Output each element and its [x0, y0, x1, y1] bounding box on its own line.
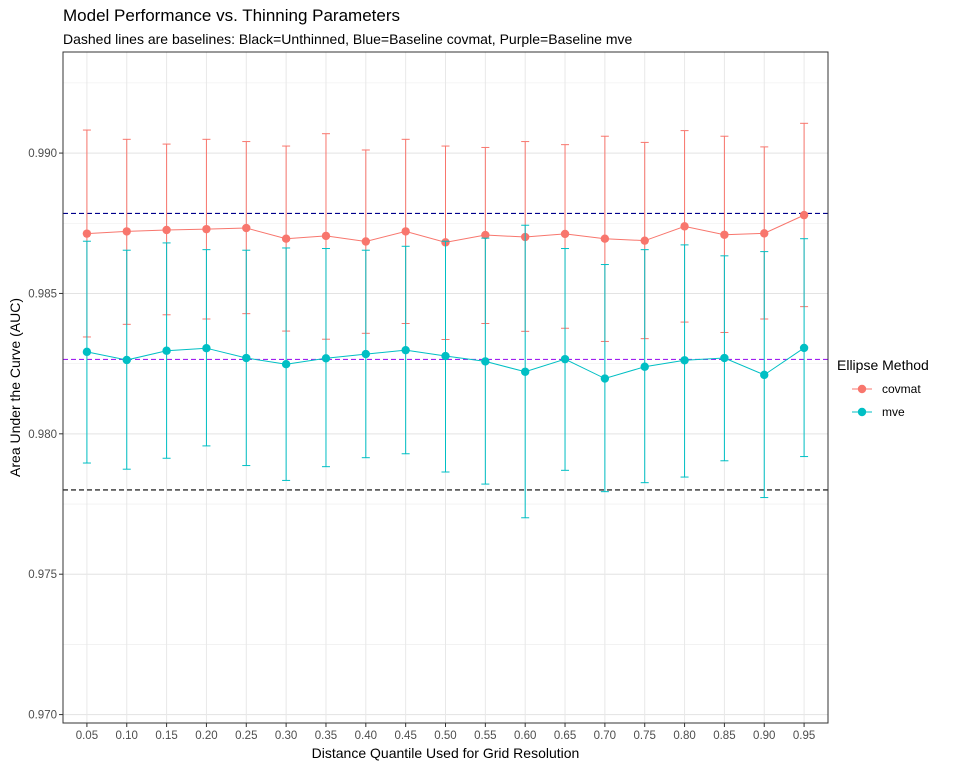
- covmat-point: [202, 224, 211, 234]
- covmat-point: [481, 230, 490, 240]
- legend-title: Ellipse Method: [837, 357, 929, 373]
- covmat-point: [600, 234, 610, 243]
- chart-subtitle: Dashed lines are baselines: Black=Unthin…: [63, 31, 633, 47]
- covmat-point: [281, 234, 291, 243]
- covmat-point: [640, 236, 649, 245]
- covmat-point: [82, 229, 92, 238]
- x-tick-label: 0.40: [355, 730, 377, 742]
- mve-point: [600, 374, 610, 383]
- mve-point: [162, 346, 171, 355]
- covmat-point: [242, 223, 251, 233]
- y-axis-title: Area Under the Curve (AUC): [7, 298, 23, 477]
- axis-layer: 0.970 0.975 0.980 0.985 0.990 0.05 0.10 0.15 0.2…: [28, 148, 815, 742]
- x-tick-label: 0.05: [76, 730, 98, 742]
- x-tick-label: 0.90: [753, 730, 775, 742]
- legend-key-point: [857, 384, 867, 394]
- covmat-point: [401, 227, 410, 236]
- y-tick-label: 0.975: [28, 569, 57, 581]
- mve-point: [640, 362, 649, 371]
- x-tick-label: 0.95: [793, 730, 815, 742]
- mve-point: [560, 354, 570, 364]
- x-tick-label: 0.50: [434, 730, 456, 742]
- y-tick-label: 0.990: [28, 148, 57, 160]
- mve-point: [122, 355, 131, 365]
- x-tick-label: 0.35: [315, 730, 337, 742]
- x-tick-label: 0.45: [394, 730, 416, 742]
- series-layer: [82, 122, 809, 519]
- x-tick-label: 0.70: [594, 730, 616, 742]
- legend-item-covmat: covmat: [852, 382, 921, 396]
- covmat-point: [122, 227, 131, 236]
- x-tick-label: 0.15: [155, 730, 177, 742]
- mve-point: [401, 345, 410, 355]
- y-tick-label: 0.985: [28, 288, 57, 300]
- mve-point: [82, 347, 92, 357]
- mve-point: [799, 343, 809, 353]
- x-tick-label: 0.75: [634, 730, 656, 742]
- y-tick-label: 0.980: [28, 429, 57, 441]
- legend: Ellipse Method covmat mve: [837, 357, 929, 419]
- chart-title: Model Performance vs. Thinning Parameter…: [63, 6, 401, 25]
- covmat-point: [361, 237, 371, 246]
- covmat-point: [760, 229, 769, 238]
- x-tick-label: 0.30: [275, 730, 297, 742]
- mve-point: [321, 354, 331, 363]
- x-tick-label: 0.85: [713, 730, 735, 742]
- covmat-point: [321, 231, 331, 241]
- covmat-point: [720, 230, 729, 239]
- mve-point: [242, 353, 251, 363]
- legend-key-point: [857, 407, 867, 417]
- covmat-point: [560, 229, 570, 239]
- y-tick-label: 0.970: [28, 710, 57, 722]
- covmat-point: [799, 210, 809, 220]
- x-tick-label: 0.65: [554, 730, 576, 742]
- mve-point: [520, 367, 530, 376]
- x-tick-label: 0.10: [116, 730, 138, 742]
- x-axis-title: Distance Quantile Used for Grid Resoluti…: [312, 745, 580, 761]
- x-tick-label: 0.60: [514, 730, 536, 742]
- mve-point: [720, 353, 729, 363]
- mve-point: [361, 349, 371, 359]
- mve-point: [680, 356, 689, 365]
- mve-point: [281, 359, 291, 369]
- series-mve: [82, 224, 809, 519]
- mve-point: [760, 370, 769, 380]
- covmat-point: [680, 222, 689, 231]
- legend-label: mve: [882, 405, 905, 419]
- covmat-point: [162, 225, 171, 235]
- legend-item-mve: mve: [852, 405, 905, 419]
- mve-point: [202, 343, 211, 353]
- x-tick-label: 0.25: [235, 730, 257, 742]
- mve-point: [441, 351, 450, 361]
- x-tick-label: 0.80: [673, 730, 695, 742]
- legend-label: covmat: [882, 382, 921, 396]
- mve-point: [481, 357, 490, 366]
- x-tick-label: 0.20: [195, 730, 217, 742]
- x-tick-label: 0.55: [474, 730, 496, 742]
